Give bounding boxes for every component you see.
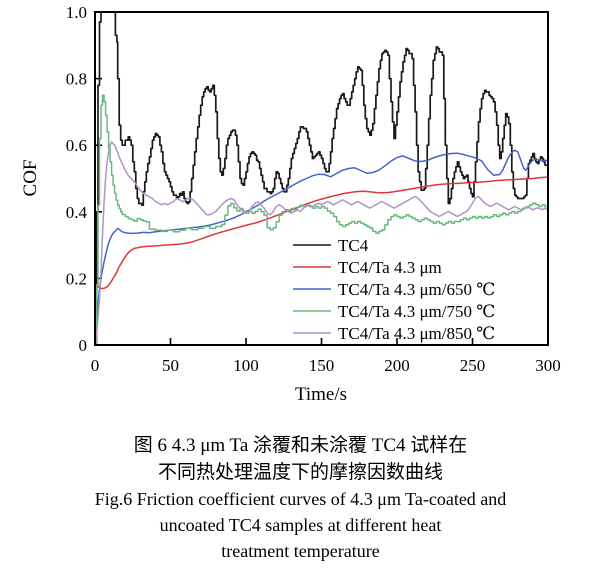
caption-english-line1: Fig.6 Friction coefficient curves of 4.3… (94, 489, 507, 509)
plot-frame (94, 11, 549, 346)
y-tick-label: 0.8 (66, 70, 87, 89)
x-tick-label: 250 (460, 356, 486, 375)
series-line-tc4 (95, 11, 548, 346)
axis-tick-labels: 0 50 100 150 200 250 300 0 0.2 0.4 0.6 0.8 1.0 (66, 3, 561, 375)
y-tick-label: 0.6 (66, 136, 87, 155)
y-tick-label: 0 (79, 336, 88, 355)
caption-english-line2: uncoated TC4 samples at different heat (159, 515, 442, 535)
x-axis-title: Time/s (295, 384, 347, 405)
cof-line-chart: 0 50 100 150 200 250 300 0 0.2 0.4 0.6 0.8 1.0 Time/… (20, 3, 561, 405)
x-tick-label: 100 (233, 356, 259, 375)
series-line-tc4-ta-4-3-m (94, 176, 549, 290)
legend-label: TC4 (338, 236, 369, 255)
y-tick-label: 1.0 (66, 3, 87, 22)
figure-captions: 图 6 4.3 μm Ta 涂覆和未涂覆 TC4 试样在 不同热处理温度下的摩擦… (0, 432, 601, 564)
legend-label: TC4/Ta 4.3 μm/850 ℃ (338, 324, 495, 343)
caption-chinese-line2: 不同热处理温度下的摩擦因数曲线 (157, 462, 443, 483)
legend-label: TC4/Ta 4.3 μm/650 ℃ (338, 280, 495, 299)
series-line-tc4-ta-4-3-m-850- (94, 141, 549, 346)
x-tick-label: 0 (91, 356, 100, 375)
legend-label: TC4/Ta 4.3 μm/750 ℃ (338, 302, 495, 321)
x-tick-label: 200 (384, 356, 410, 375)
y-axis-title: COF (20, 160, 41, 197)
y-tick-label: 0.4 (66, 203, 88, 222)
y-tick-label: 0.2 (66, 269, 87, 288)
series-line-tc4-ta-4-3-m-650- (94, 149, 549, 346)
x-tick-label: 150 (309, 356, 335, 375)
legend-label: TC4/Ta 4.3 μm (338, 258, 442, 277)
x-tick-label: 300 (535, 356, 561, 375)
series-line-tc4-ta-4-3-m-750- (95, 94, 549, 346)
x-tick-label: 50 (162, 356, 179, 375)
caption-english-line3: treatment temperature (221, 541, 380, 561)
chart-legend: TC4 TC4/Ta 4.3 μm TC4/Ta 4.3 μm/650 ℃ TC4/T… (293, 236, 495, 343)
caption-chinese-line1: 图 6 4.3 μm Ta 涂覆和未涂覆 TC4 试样在 (133, 435, 468, 456)
data-series (94, 11, 549, 346)
